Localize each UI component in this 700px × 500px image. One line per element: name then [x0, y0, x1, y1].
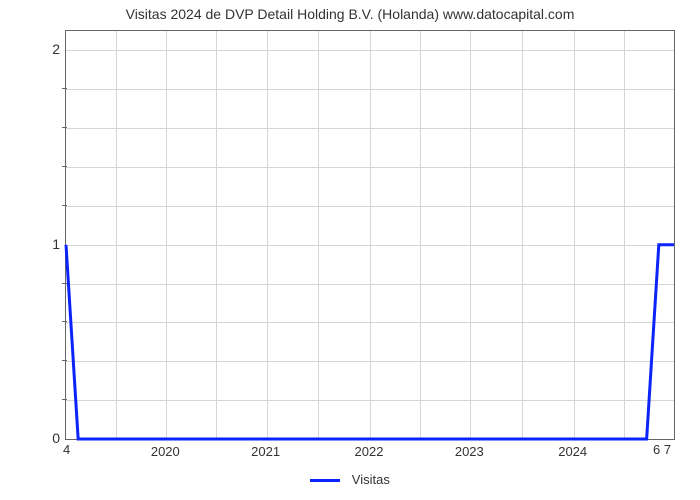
data-line-svg — [66, 31, 674, 439]
x-tick-label: 2021 — [251, 444, 280, 459]
chart-container: Visitas 2024 de DVP Detail Holding B.V. … — [0, 0, 700, 500]
corner-label-bottom-right: 6 7 — [653, 442, 671, 457]
legend: Visitas — [0, 472, 700, 487]
y-minor-tick — [62, 127, 67, 128]
y-minor-tick — [62, 283, 67, 284]
y-minor-tick — [62, 321, 67, 322]
corner-label-bottom-left: 4 — [63, 442, 70, 457]
y-tick-label: 0 — [40, 430, 60, 446]
legend-swatch — [310, 479, 340, 482]
x-tick-label: 2022 — [355, 444, 384, 459]
x-tick-label: 2020 — [151, 444, 180, 459]
plot-area — [65, 30, 675, 440]
chart-title: Visitas 2024 de DVP Detail Holding B.V. … — [0, 6, 700, 22]
y-minor-tick — [62, 166, 67, 167]
legend-label: Visitas — [352, 472, 390, 487]
y-tick-label: 1 — [40, 236, 60, 252]
series-line — [66, 245, 674, 439]
y-minor-tick — [62, 88, 67, 89]
x-tick-label: 2023 — [455, 444, 484, 459]
y-minor-tick — [62, 205, 67, 206]
y-tick-label: 2 — [40, 41, 60, 57]
y-minor-tick — [62, 399, 67, 400]
x-tick-label: 2024 — [558, 444, 587, 459]
y-minor-tick — [62, 360, 67, 361]
